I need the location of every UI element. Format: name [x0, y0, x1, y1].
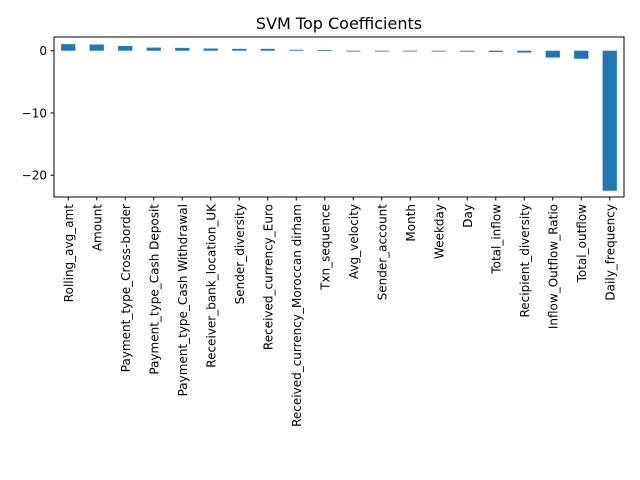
- x-tick-label: Weekday: [432, 204, 446, 259]
- x-tick-label: Total_outflow: [575, 204, 589, 284]
- y-tick-label: −20: [22, 169, 47, 183]
- bar: [175, 47, 190, 51]
- x-tick-label: Received_currency_Moroccan dirham: [290, 204, 304, 427]
- bar: [403, 50, 418, 52]
- bar: [146, 47, 161, 51]
- y-axis: 0 −10 −20: [22, 44, 54, 183]
- bar: [574, 50, 589, 59]
- bar: [431, 50, 446, 52]
- x-tick-label: Receiver_bank_location_UK: [204, 203, 218, 368]
- bar: [203, 48, 218, 51]
- x-tick-label: Recipient_diversity: [518, 204, 532, 318]
- bar: [317, 50, 332, 51]
- x-tick-label: Payment_type_Cash Deposit: [147, 204, 161, 375]
- x-tick-label: Payment_type_Cash Withdrawal: [176, 204, 190, 396]
- x-tick-label: Rolling_avg_amt: [62, 204, 76, 302]
- plot-frame: [53, 36, 625, 198]
- bar: [374, 50, 389, 52]
- x-tick-label: Total_inflow: [489, 204, 503, 275]
- bar: [488, 50, 503, 52]
- x-tick-label: Sender_account: [375, 204, 389, 301]
- x-axis: Rolling_avg_amt Amount Payment_type_Cross-…: [62, 197, 617, 427]
- bar: [460, 50, 475, 52]
- bar: [289, 49, 304, 51]
- bars-group: [61, 44, 617, 191]
- bar: [346, 50, 361, 52]
- bar: [545, 50, 560, 58]
- y-tick-label: −10: [22, 106, 47, 120]
- x-tick-label: Received_currency_Euro: [261, 204, 275, 350]
- x-tick-label: Daily_frequency: [603, 204, 617, 301]
- x-tick-label: Payment_type_Cross-border: [119, 204, 133, 372]
- x-tick-label: Day: [461, 204, 475, 228]
- x-tick-label: Amount: [90, 204, 104, 251]
- x-tick-label: Sender_diversity: [233, 204, 247, 304]
- bar: [517, 50, 532, 53]
- bar: [232, 48, 247, 51]
- y-tick-label: 0: [39, 44, 47, 58]
- x-tick-label: Month: [404, 204, 418, 242]
- bar: [118, 46, 133, 51]
- bar: [602, 50, 617, 191]
- bar: [89, 44, 104, 51]
- chart-title: SVM Top Coefficients: [256, 14, 422, 33]
- x-tick-label: Txn_sequence: [318, 204, 332, 291]
- bar: [260, 48, 275, 51]
- x-tick-label: Avg_velocity: [347, 204, 361, 279]
- bar: [61, 44, 76, 51]
- x-tick-label: Inflow_Outflow_Ratio: [546, 204, 560, 329]
